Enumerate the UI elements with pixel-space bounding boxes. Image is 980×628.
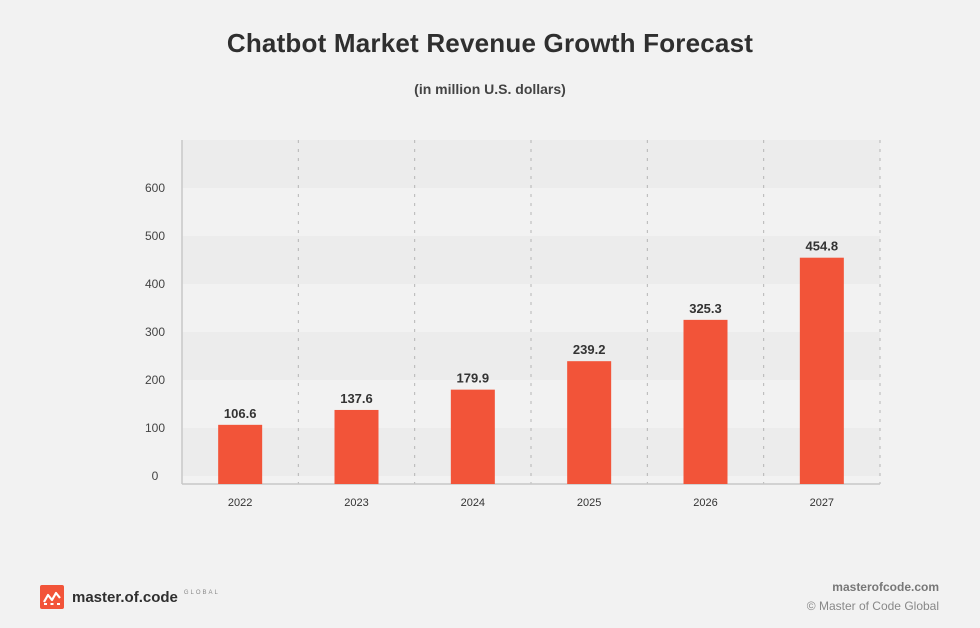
bar xyxy=(567,361,612,484)
bar xyxy=(799,257,844,484)
bar xyxy=(334,409,379,484)
y-tick-label: 600 xyxy=(145,181,165,195)
bar xyxy=(683,319,728,484)
y-tick-label: 0 xyxy=(152,469,159,483)
y-tick-label: 300 xyxy=(145,325,165,339)
bar-value-label: 239.2 xyxy=(573,342,606,357)
x-tick-label: 2027 xyxy=(810,497,834,509)
chart-subtitle: (in million U.S. dollars) xyxy=(414,81,566,97)
x-tick-label: 2024 xyxy=(461,497,485,509)
y-tick-label: 500 xyxy=(145,229,165,243)
bar-value-label: 106.6 xyxy=(224,406,257,421)
y-tick-label: 400 xyxy=(145,277,165,291)
x-tick-label: 2025 xyxy=(577,497,601,509)
x-tick-label: 2023 xyxy=(344,497,368,509)
grid-band xyxy=(182,428,880,476)
bar xyxy=(450,389,495,484)
bar-value-label: 325.3 xyxy=(689,301,722,316)
grid-band xyxy=(182,140,880,188)
brand-tag: GLOBAL xyxy=(183,590,220,596)
x-tick-label: 2022 xyxy=(228,497,252,509)
master-of-code-logo-icon xyxy=(40,585,64,609)
chart-title: Chatbot Market Revenue Growth Forecast xyxy=(226,28,754,58)
brand-logo-group: master.of.code GLOBAL xyxy=(40,585,220,609)
bar-value-label: 454.8 xyxy=(806,239,839,254)
bar-value-label: 137.6 xyxy=(340,391,373,406)
bar-value-label: 179.9 xyxy=(457,371,490,386)
website-text: masterofcode.com xyxy=(832,580,939,594)
x-tick-label: 2026 xyxy=(693,497,717,509)
y-tick-label: 200 xyxy=(145,373,165,387)
y-tick-label: 100 xyxy=(145,421,165,435)
bar xyxy=(218,424,263,484)
copyright-text: © Master of Code Global xyxy=(806,599,939,613)
brand-name: master.of.code xyxy=(72,588,178,606)
